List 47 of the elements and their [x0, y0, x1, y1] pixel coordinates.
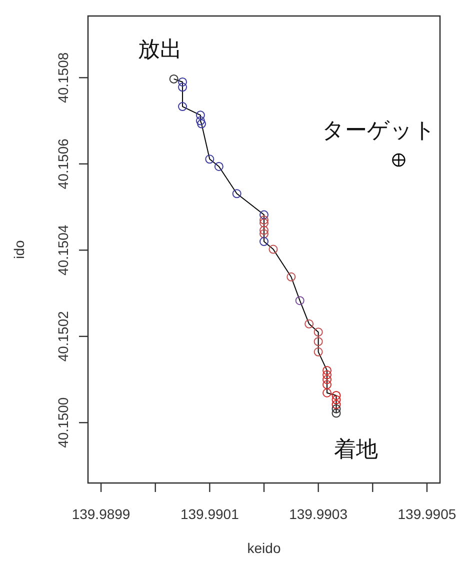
point [332, 404, 341, 414]
point [260, 226, 268, 235]
y-tick-label: 40.1502 [55, 310, 71, 362]
point [295, 296, 304, 306]
point [332, 390, 341, 400]
point [332, 400, 341, 410]
point [260, 218, 268, 228]
point [196, 116, 205, 126]
annotation: 放出 [138, 36, 182, 62]
point [332, 395, 341, 404]
point [214, 162, 224, 171]
y-tick-label: 40.1508 [55, 52, 71, 103]
annotation: 着地 [334, 436, 378, 462]
x-tick-label: 139.9901 [180, 506, 240, 522]
point [260, 210, 268, 220]
point [322, 388, 332, 398]
y-tick-label: 40.1504 [55, 224, 71, 276]
point [260, 237, 268, 246]
point [286, 272, 296, 282]
y-tick-label: 40.1500 [55, 397, 71, 448]
point [322, 375, 332, 384]
point [169, 74, 178, 84]
point [178, 82, 188, 92]
x-tick-label: 139.9905 [398, 506, 456, 522]
x-tick-label: 139.9899 [72, 506, 130, 522]
point [314, 337, 323, 346]
point [260, 215, 268, 224]
point [197, 119, 206, 128]
point [260, 229, 268, 238]
point [304, 319, 314, 328]
point [322, 370, 332, 380]
point [232, 189, 242, 198]
x-axis-title: keido [247, 540, 281, 556]
point [314, 328, 323, 337]
y-axis-title: ido [11, 240, 27, 259]
point [322, 380, 332, 390]
point [268, 244, 278, 254]
point [196, 110, 205, 120]
point [205, 154, 214, 164]
point [178, 102, 188, 112]
point [322, 366, 332, 375]
annotation: ターゲット [322, 118, 436, 143]
point [332, 408, 341, 418]
x-tick-label: 139.9903 [289, 506, 348, 522]
point [178, 77, 188, 86]
point [314, 347, 323, 356]
y-tick-label: 40.1506 [55, 138, 71, 190]
